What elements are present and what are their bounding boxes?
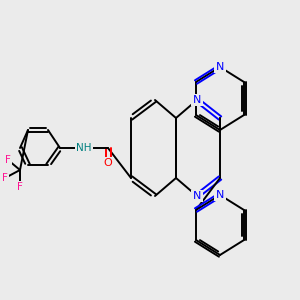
Text: F: F [5,155,11,165]
Text: O: O [103,158,112,168]
Text: F: F [17,182,23,192]
Text: F: F [2,173,8,183]
Text: N: N [193,95,201,105]
Text: N: N [193,191,201,201]
Text: NH: NH [76,143,92,153]
Text: N: N [216,62,224,72]
Text: N: N [216,190,224,200]
